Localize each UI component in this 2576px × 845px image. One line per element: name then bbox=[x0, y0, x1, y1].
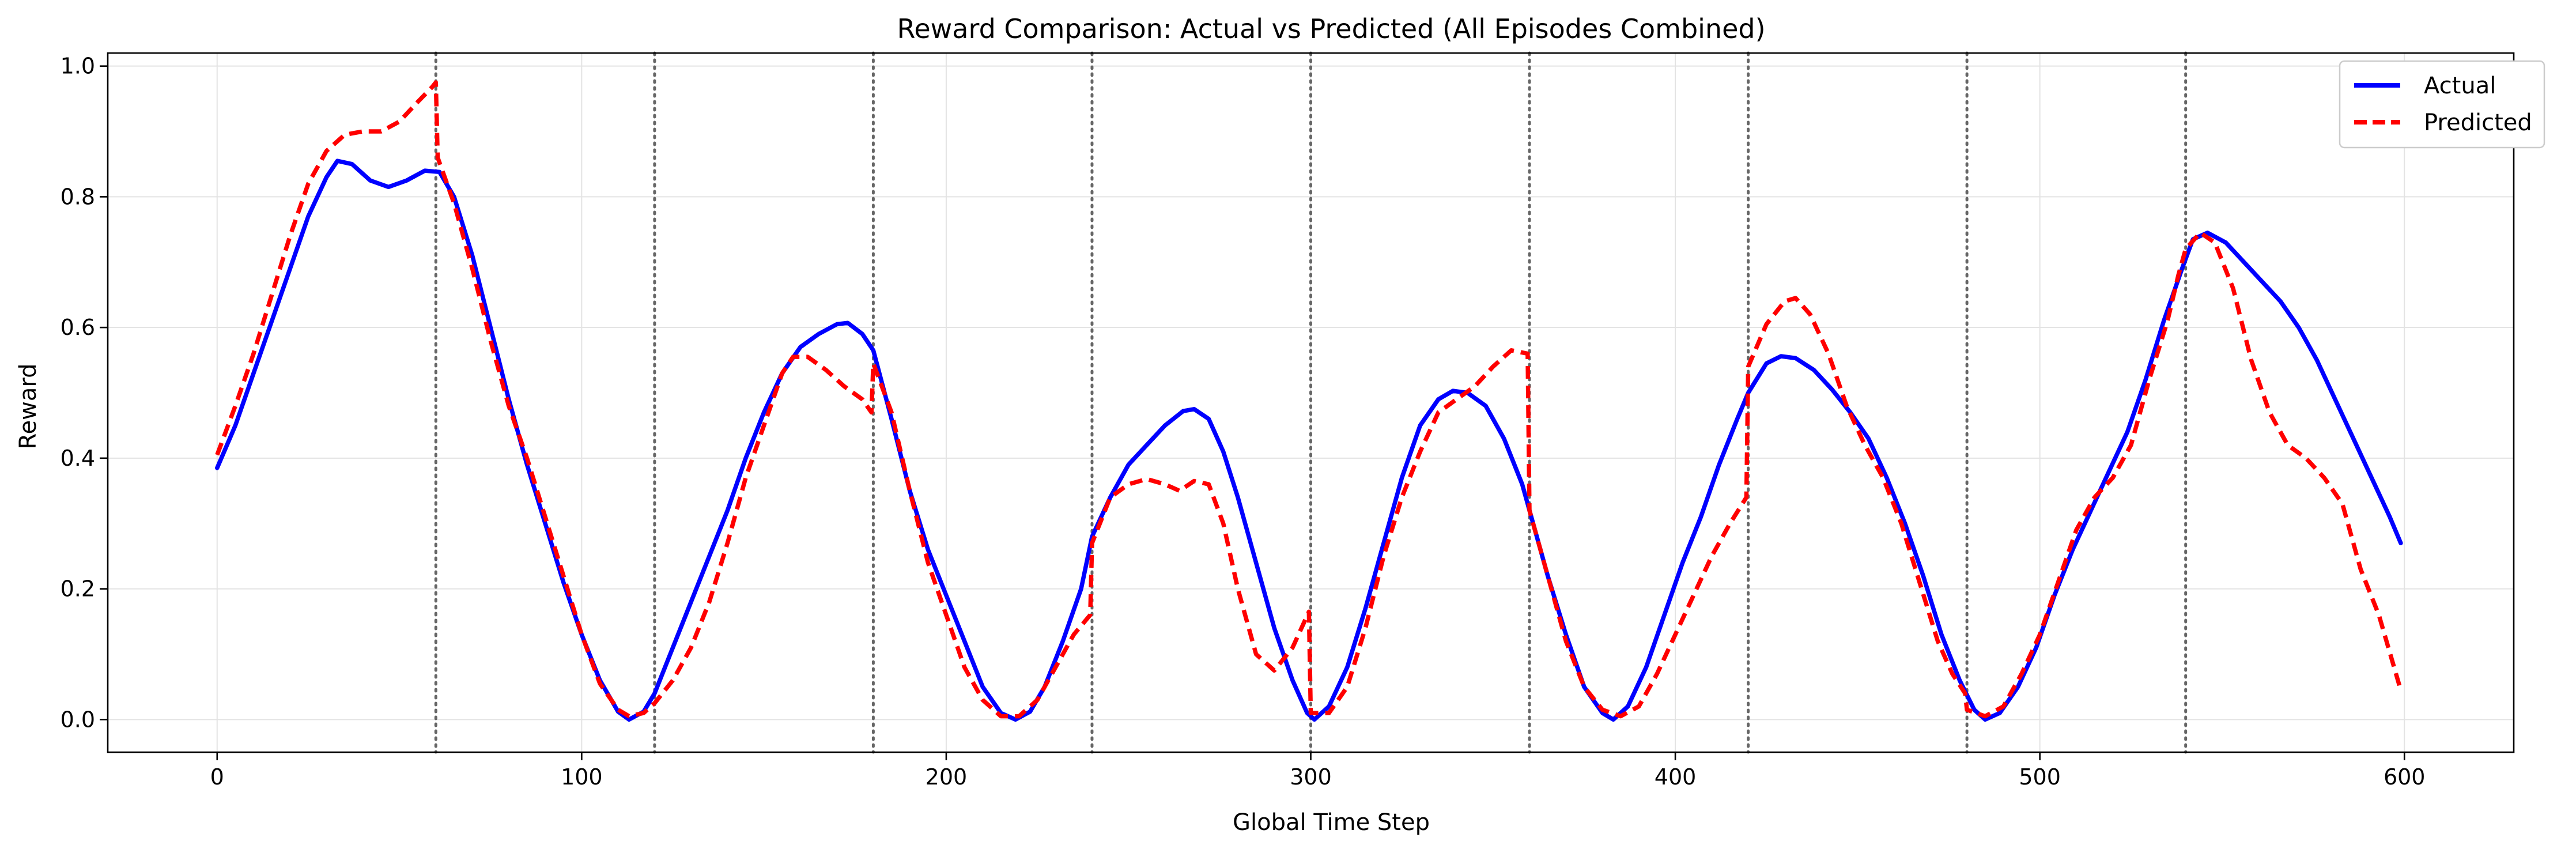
x-axis-label: Global Time Step bbox=[1233, 809, 1430, 836]
legend: Actual Predicted bbox=[2339, 60, 2545, 149]
y-axis-label: Reward bbox=[15, 364, 41, 450]
x-tick-label: 600 bbox=[2384, 764, 2426, 790]
x-tick-label: 100 bbox=[561, 764, 603, 790]
y-tick-label: 0.4 bbox=[61, 446, 95, 471]
x-axis: 0 100 200 300 400 500 600 bbox=[210, 752, 2426, 790]
plot-area bbox=[107, 51, 2515, 754]
chart-title: Reward Comparison: Actual vs Predicted (… bbox=[897, 13, 1765, 44]
x-tick-label: 400 bbox=[1655, 764, 1697, 790]
x-tick-label: 0 bbox=[210, 764, 224, 790]
y-tick-label: 0.8 bbox=[61, 184, 95, 209]
x-tick-label: 200 bbox=[926, 764, 968, 790]
y-tick-label: 0.6 bbox=[61, 315, 95, 340]
legend-predicted-label: Predicted bbox=[2424, 110, 2532, 136]
legend-actual-label: Actual bbox=[2424, 73, 2496, 99]
series-line-predicted bbox=[215, 80, 2403, 719]
legend-box bbox=[2339, 60, 2545, 149]
y-axis: 0.0 0.2 0.4 0.6 0.8 1.0 bbox=[61, 54, 108, 732]
x-tick-label: 300 bbox=[1290, 764, 1332, 790]
series-layer bbox=[215, 80, 2403, 722]
y-tick-label: 0.0 bbox=[61, 707, 95, 732]
x-tick-label: 500 bbox=[2019, 764, 2061, 790]
y-tick-label: 1.0 bbox=[61, 54, 95, 79]
y-tick-label: 0.2 bbox=[61, 576, 95, 602]
